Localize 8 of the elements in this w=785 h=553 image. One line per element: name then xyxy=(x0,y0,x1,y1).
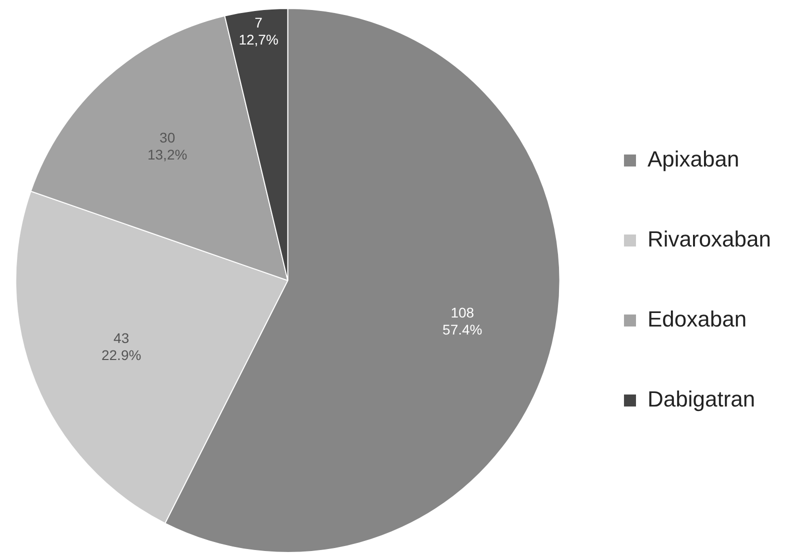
data-label: 7 12,7% xyxy=(238,14,278,48)
legend-label: Edoxaban xyxy=(647,306,747,332)
legend-label: Rivaroxaban xyxy=(647,226,771,252)
legend-label: Dabigatran xyxy=(647,386,756,412)
data-label: 108 57.4% xyxy=(442,304,482,338)
data-label: 30 13,2% xyxy=(147,130,188,163)
legend-label: Apixaban xyxy=(647,146,740,172)
data-label: 43 22.9% xyxy=(101,330,142,364)
